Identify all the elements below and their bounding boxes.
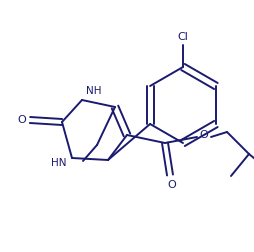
Text: NH: NH	[86, 86, 102, 96]
Text: O: O	[168, 180, 176, 190]
Text: HN: HN	[52, 158, 67, 168]
Text: O: O	[200, 130, 208, 140]
Text: Cl: Cl	[178, 32, 188, 42]
Text: O: O	[18, 115, 26, 125]
